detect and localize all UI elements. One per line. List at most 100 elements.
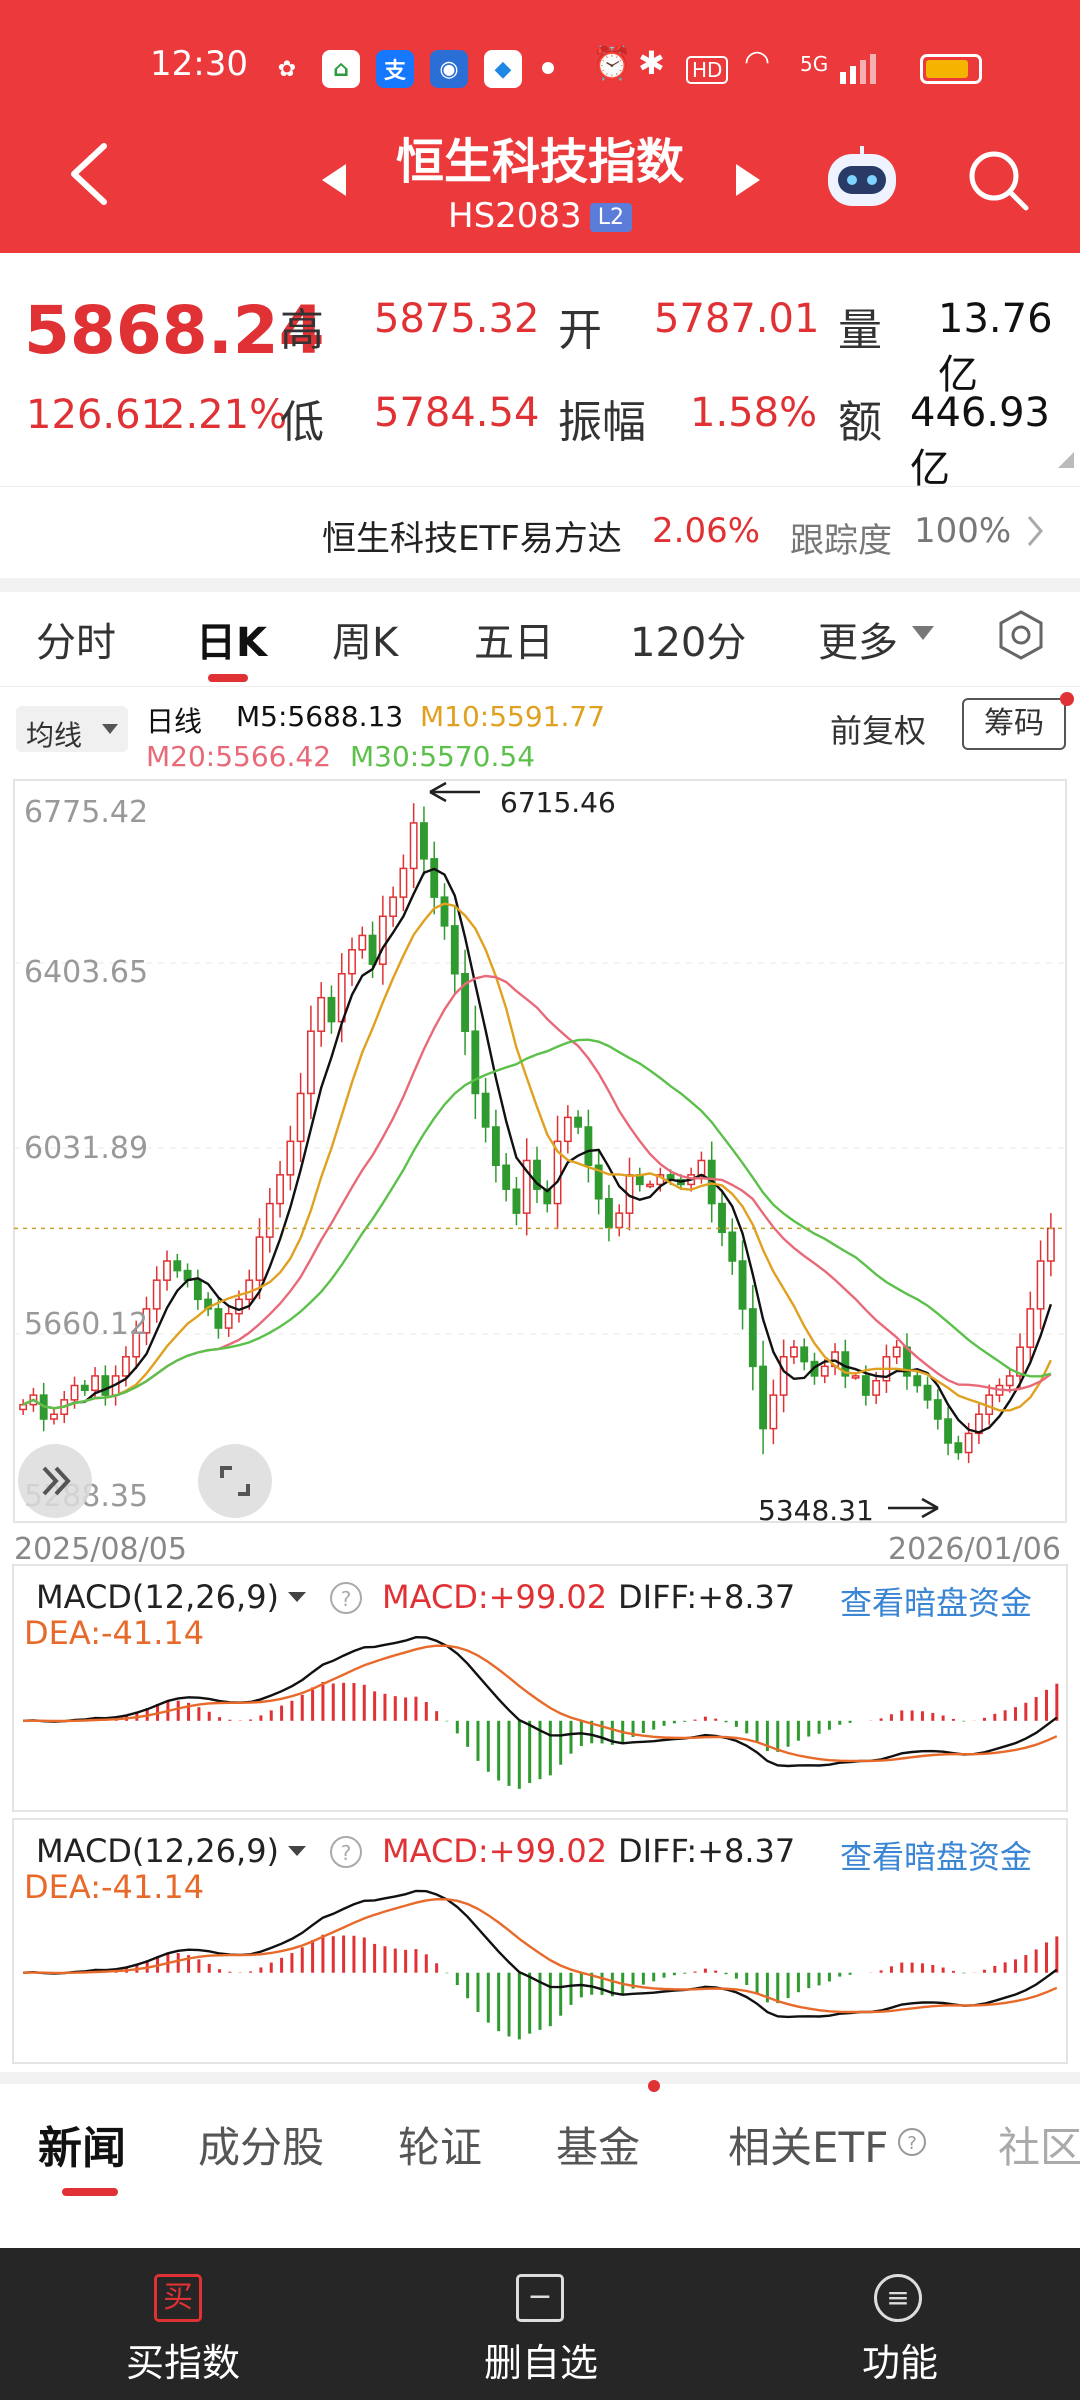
next-index-icon[interactable] [734,162,762,202]
candle-body [615,1212,624,1229]
candle-body [913,1375,922,1387]
settings-icon[interactable] [996,610,1046,664]
chip-button[interactable]: 筹码 [962,698,1066,750]
price-change: 126.61 [26,392,166,438]
tab-weekly-k[interactable]: 周K [332,620,399,666]
ma5-line [22,867,1053,1434]
adjust-label[interactable]: 前复权 [830,712,927,750]
candle-body [769,1394,778,1430]
macd-value: MACD:+99.02 [382,1578,608,1616]
candle-body [718,1202,726,1234]
signal-bars-icon [838,52,890,84]
y-tick-label: 6403.65 [24,955,148,990]
candle-body [142,1308,151,1334]
y-tick-label: 5660.12 [24,1307,148,1342]
candle-body [800,1346,809,1363]
high-label: 高 [280,305,324,356]
candle-body [533,1159,541,1190]
dot-icon [542,62,554,74]
tab-120min[interactable]: 120分 [630,620,747,666]
candle-body [1016,1346,1024,1377]
ma-selector[interactable]: 均线 [16,706,128,752]
macd-lines [23,1635,1058,1768]
dark-pool-link[interactable]: 查看暗盘资金 [840,1584,1033,1622]
help-icon[interactable]: ? [328,1834,364,1870]
function-icon[interactable]: ≡ [874,2274,922,2322]
tab-constituents[interactable]: 成分股 [198,2123,325,2172]
ma30-line [22,1038,1052,1410]
browser-icon: ◆ [484,50,522,88]
buy-index-button[interactable]: 买指数 [126,2341,241,2385]
ma10-legend: M10:5591.77 [420,700,606,733]
header-bar: 12:30 ✿ ⌂ 支 ◉ ◆ ⏰ ✱ HD ◠ 5G 恒生科技指数 HS208… [0,0,1080,253]
page-title: 恒生科技指数 [395,134,684,190]
macd-panel-1[interactable]: MACD(12,26,9) ? MACD:+99.02 DIFF:+8.37 查… [12,1564,1068,1812]
candle-body [820,1365,829,1377]
svg-text:?: ? [341,1841,352,1865]
tab-daily-k[interactable]: 日K [196,620,267,666]
help-icon[interactable]: ? [328,1580,364,1616]
macd-lines [23,1889,1058,2019]
tab-warrants[interactable]: 轮证 [398,2123,483,2172]
level2-badge: L2 [589,203,632,232]
candle-body [214,1308,223,1329]
x-start-label: 2025/08/05 [14,1532,187,1567]
search-icon[interactable] [966,148,1030,216]
y-tick-label: 6775.42 [24,795,148,830]
etf-bar[interactable]: 恒生科技ETF易方达 2.06% 跟踪度 100% [0,486,1080,579]
tab-related-etf[interactable]: 相关ETF [728,2123,889,2172]
macd-chart-1 [23,1635,1059,1789]
volume-label: 量 [838,305,882,356]
etf-pct: 2.06% [652,511,761,551]
ma5-legend: M5:5688.13 [236,700,404,733]
ma20-legend: M20:5566.42 [146,740,332,773]
dark-pool-link[interactable]: 查看暗盘资金 [840,1838,1033,1876]
candle-body [522,1159,531,1214]
expand-corner-icon[interactable] [1058,452,1074,472]
help-icon[interactable]: ? [896,2126,928,2158]
fullscreen-icon[interactable] [198,1444,272,1518]
weibo-icon: ✿ [277,56,297,82]
candle-body [872,1379,881,1396]
candle-body [779,1356,788,1396]
candle-body [306,1030,315,1095]
candle-body [358,934,367,951]
macd-panel-2[interactable]: MACD(12,26,9) ? MACD:+99.02 DIFF:+8.37 查… [12,1818,1068,2064]
candle-body [378,915,387,965]
back-icon[interactable] [66,142,114,205]
ma10-line [22,902,1052,1412]
remove-watchlist-button[interactable]: 删自选 [484,2341,599,2385]
candle-body [1036,1260,1045,1310]
function-button[interactable]: 功能 [862,2341,939,2385]
candle-body [574,1116,583,1128]
tab-more[interactable]: 更多 [818,620,898,666]
dea-value: DEA:-41.14 [24,1614,205,1652]
candle-body [748,1308,757,1368]
candle-body [605,1198,613,1229]
tab-five-day[interactable]: 五日 [474,620,554,666]
candle-body [296,1092,305,1143]
buy-icon[interactable]: 买 [154,2274,202,2322]
amplitude-value: 1.58% [690,390,818,436]
kline-chart[interactable]: 6775.42 6403.65 6031.89 5660.12 5288.35 … [0,778,1080,1530]
candle-body [1046,1227,1055,1262]
signal-icon: 5G [800,52,829,76]
bluetooth-icon: ✱ [638,44,665,82]
amplitude-label: 振幅 [558,397,646,448]
candle-body [70,1384,79,1401]
open-value: 5787.01 [654,296,820,342]
notification-dot [648,2080,660,2092]
candle-body [50,1413,58,1420]
candle-body [697,1159,706,1176]
tab-news[interactable]: 新闻 [38,2123,126,2174]
tab-community[interactable]: 社区 [998,2123,1080,2172]
tab-fenshi[interactable]: 分时 [36,620,116,666]
prev-index-icon[interactable] [320,162,348,202]
remove-watchlist-icon[interactable]: − [516,2274,564,2322]
robot-assistant-icon[interactable] [824,146,900,214]
expand-left-icon[interactable] [18,1444,92,1518]
battery-icon [920,54,982,84]
low-label: 低 [280,397,324,448]
candle-body [224,1312,233,1329]
tab-funds[interactable]: 基金 [556,2123,641,2172]
